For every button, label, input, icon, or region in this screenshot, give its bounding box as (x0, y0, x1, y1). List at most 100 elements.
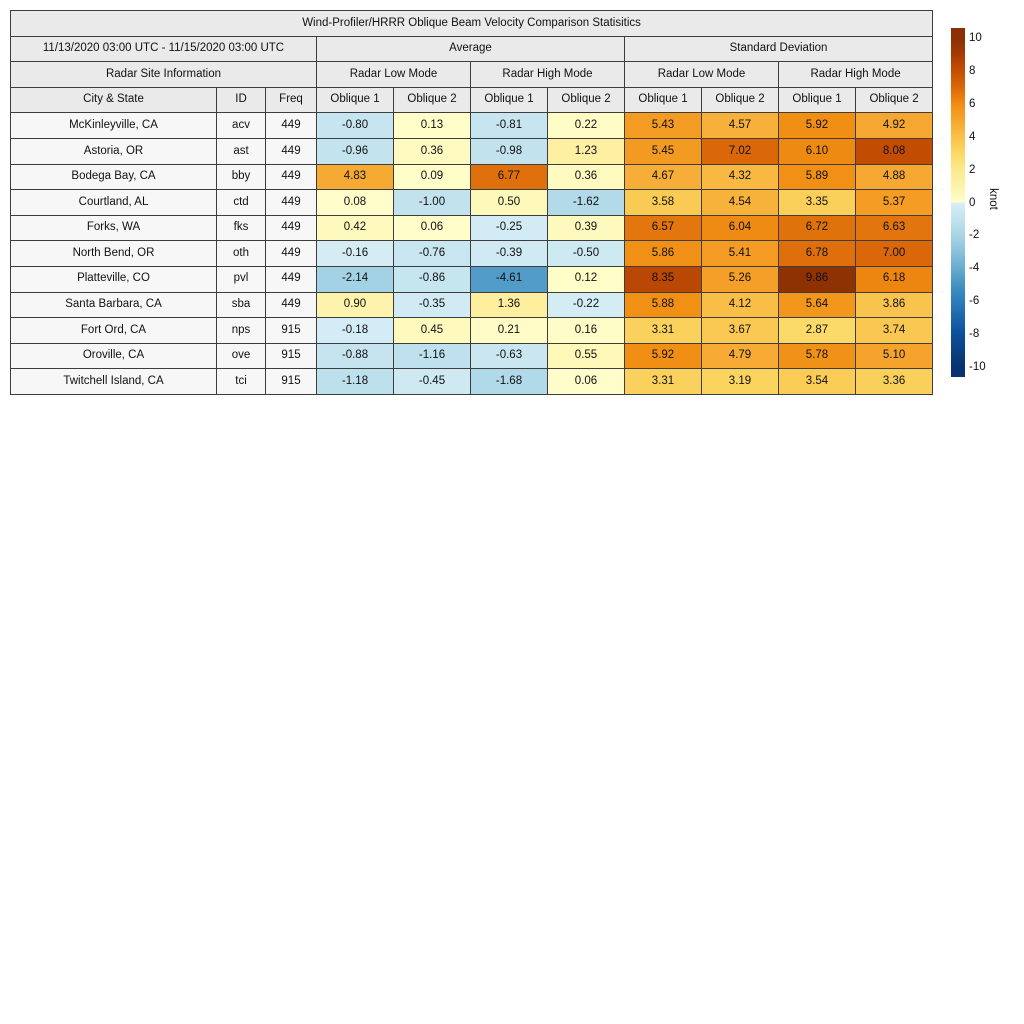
table-row: Forks, WA fks 449 0.42 0.06 -0.25 0.39 6.57 6.04… (10, 214, 934, 242)
freq-cell: 449 (265, 265, 317, 293)
value-cell: -0.35 (393, 291, 471, 319)
value-cell: 3.86 (854, 291, 934, 319)
value-cell: 4.83 (316, 163, 394, 191)
value-cell: 6.57 (624, 214, 702, 242)
site-id-cell: oth (216, 240, 266, 267)
colorbar-tick-label: -8 (969, 328, 980, 341)
freq-cell: 449 (265, 240, 317, 267)
value-cell: 2.87 (778, 317, 856, 344)
value-cell: -0.80 (316, 112, 394, 139)
colorbar-tick-label: 2 (969, 163, 976, 176)
group-header-standard-deviation: Standard Deviation (623, 35, 934, 63)
value-cell: 5.64 (778, 291, 856, 319)
value-cell: 0.42 (316, 214, 394, 242)
col-header-oblique-1: Oblique 1 (624, 86, 702, 114)
table-row: Twitchell Island, CA tci 915 -1.18 -0.45 -1.6… (10, 368, 934, 395)
value-cell: 3.35 (778, 189, 856, 216)
city-cell: McKinleyville, CA (10, 112, 217, 139)
value-cell: 0.39 (547, 214, 625, 242)
value-cell: 6.63 (854, 214, 934, 242)
chart-title: Wind-Profiler/HRRR Oblique Beam Velocity… (9, 10, 934, 37)
value-cell: 0.09 (393, 163, 471, 191)
value-cell: 7.00 (854, 240, 934, 267)
value-cell: 4.92 (854, 112, 934, 139)
city-cell: North Bend, OR (10, 240, 217, 267)
colorbar-tick-label: 0 (969, 196, 976, 209)
value-cell: 0.08 (316, 189, 394, 216)
value-cell: 0.06 (547, 368, 625, 395)
col-header-oblique-2: Oblique 2 (547, 86, 625, 114)
value-cell: 0.55 (547, 342, 625, 370)
value-cell: 3.31 (624, 317, 702, 344)
value-cell: 4.88 (854, 163, 934, 191)
value-cell: 5.92 (778, 112, 856, 139)
site-id-cell: ctd (216, 189, 266, 216)
freq-cell: 449 (265, 291, 317, 319)
city-cell: Courtland, AL (10, 189, 217, 216)
site-id-cell: bby (216, 163, 266, 191)
mode-header-std-high: Radar High Mode (777, 61, 934, 88)
value-cell: -0.98 (470, 137, 548, 165)
colorbar (951, 28, 965, 377)
value-cell: 8.08 (854, 137, 934, 165)
value-cell: 5.41 (701, 240, 779, 267)
value-cell: -0.18 (316, 317, 394, 344)
value-cell: -1.16 (393, 342, 471, 370)
value-cell: 3.36 (854, 368, 934, 395)
col-header-freq: Freq (265, 86, 317, 114)
table-row: North Bend, OR oth 449 -0.16 -0.76 -0.39 -0.50… (10, 240, 934, 267)
table-row: Bodega Bay, CA bby 449 4.83 0.09 6.77 0.36 4.67… (10, 163, 934, 191)
value-cell: 4.32 (701, 163, 779, 191)
table-row: Platteville, CO pvl 449 -2.14 -0.86 -4.61 0.12… (10, 265, 934, 293)
value-cell: 3.54 (778, 368, 856, 395)
freq-cell: 449 (265, 163, 317, 191)
value-cell: -0.96 (316, 137, 394, 165)
value-cell: 5.26 (701, 265, 779, 293)
value-cell: 6.77 (470, 163, 548, 191)
colorbar-tick-label: 10 (969, 32, 982, 44)
value-cell: 6.10 (778, 137, 856, 165)
value-cell: 8.35 (624, 265, 702, 293)
city-cell: Astoria, OR (10, 137, 217, 165)
group-header-average: Average (316, 35, 625, 63)
value-cell: 0.16 (547, 317, 625, 344)
value-cell: -0.16 (316, 240, 394, 267)
colorbar-tick-label: 6 (969, 97, 976, 110)
value-cell: 5.37 (854, 189, 934, 216)
value-cell: 5.86 (624, 240, 702, 267)
value-cell: -1.00 (393, 189, 471, 216)
site-id-cell: fks (216, 214, 266, 242)
freq-cell: 449 (265, 137, 317, 165)
value-cell: 3.67 (701, 317, 779, 344)
site-id-cell: sba (216, 291, 266, 319)
colorbar-tick-label: 4 (969, 130, 976, 143)
value-cell: 0.50 (470, 189, 548, 216)
colorbar-tick-label: -10 (969, 361, 986, 373)
col-header-oblique-2: Oblique 2 (701, 86, 779, 114)
value-cell: 6.72 (778, 214, 856, 242)
site-id-cell: pvl (216, 265, 266, 293)
value-cell: -0.39 (470, 240, 548, 267)
table-row: Courtland, AL ctd 449 0.08 -1.00 0.50 -1.62 3.5… (10, 189, 934, 216)
value-cell: 5.43 (624, 112, 702, 139)
colorbar-tick-label: 8 (969, 64, 976, 77)
value-cell: -4.61 (470, 265, 548, 293)
value-cell: 4.67 (624, 163, 702, 191)
value-cell: 4.57 (701, 112, 779, 139)
group-header-row: 11/13/2020 03:00 UTC - 11/15/2020 03:00 … (10, 35, 934, 63)
value-cell: 5.92 (624, 342, 702, 370)
mode-header-avg-low: Radar Low Mode (316, 61, 471, 88)
col-header-city-state: City & State (10, 86, 217, 114)
value-cell: -0.22 (547, 291, 625, 319)
city-cell: Platteville, CO (10, 265, 217, 293)
value-cell: 0.06 (393, 214, 471, 242)
freq-cell: 449 (265, 189, 317, 216)
value-cell: 6.78 (778, 240, 856, 267)
value-cell: 0.36 (393, 137, 471, 165)
city-cell: Bodega Bay, CA (10, 163, 217, 191)
table-row: McKinleyville, CA acv 449 -0.80 0.13 -0.81 0.2… (10, 112, 934, 139)
table-row: Santa Barbara, CA sba 449 0.90 -0.35 1.36 -0.2… (10, 291, 934, 319)
value-cell: 4.12 (701, 291, 779, 319)
value-cell: 3.19 (701, 368, 779, 395)
